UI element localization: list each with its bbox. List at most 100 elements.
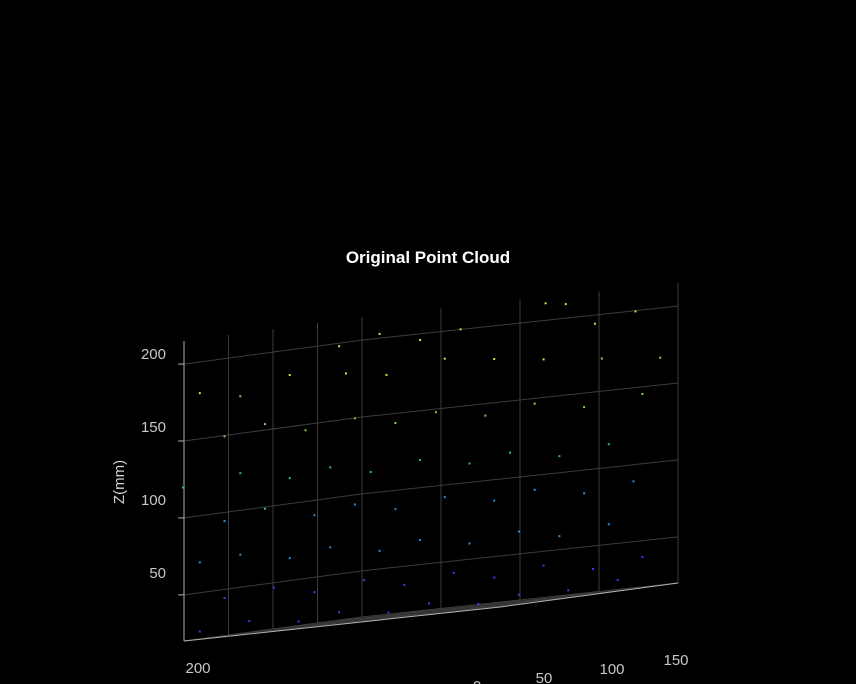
- point-57: [607, 523, 610, 526]
- point-71: [338, 611, 341, 614]
- point-62: [403, 583, 406, 586]
- floor-grid-y-150: [228, 600, 545, 636]
- point-76: [567, 589, 570, 592]
- point-18: [223, 435, 226, 438]
- point-7: [634, 310, 637, 313]
- point-69: [248, 620, 251, 623]
- point-55: [517, 530, 520, 533]
- point-41: [353, 503, 356, 506]
- point-39: [264, 507, 266, 510]
- point-54: [468, 542, 471, 545]
- point-61: [362, 579, 365, 582]
- point-16: [600, 357, 603, 360]
- back-wall-grid: [361, 283, 679, 617]
- point-44: [493, 499, 496, 502]
- point-53: [419, 539, 422, 542]
- point-70: [297, 620, 300, 623]
- point-17: [659, 356, 662, 359]
- point-25: [533, 402, 536, 405]
- point-73: [428, 602, 430, 605]
- point-43: [443, 496, 446, 499]
- point-32: [369, 471, 372, 474]
- z-tick-label-50: 50: [149, 565, 166, 582]
- point-6: [594, 322, 596, 325]
- x-axis-line: [183, 606, 501, 642]
- point-45: [533, 488, 536, 491]
- points-layer: [182, 302, 662, 633]
- z-tick-label-100: 100: [141, 492, 166, 509]
- point-33: [419, 459, 422, 462]
- floor-grid: [183, 582, 679, 642]
- chart-title: Original Point Cloud: [345, 248, 511, 267]
- point-24: [484, 414, 487, 417]
- point-35: [509, 451, 511, 454]
- point-14: [493, 358, 496, 361]
- point-74: [477, 602, 480, 605]
- point-46: [583, 492, 586, 495]
- point-31: [329, 466, 332, 469]
- point-19: [264, 423, 266, 426]
- y-tick-label-200: 200: [185, 660, 210, 677]
- z-tick-label-150: 150: [141, 419, 166, 436]
- point-56: [558, 535, 561, 538]
- point-34: [468, 462, 471, 465]
- point-10: [288, 374, 291, 377]
- point-64: [493, 576, 496, 579]
- point-29: [239, 472, 242, 475]
- point-51: [329, 546, 332, 549]
- point-58: [223, 596, 226, 599]
- floor-grid-y-0: [361, 582, 679, 618]
- point-9: [239, 395, 242, 398]
- point-60: [313, 591, 316, 594]
- point-12: [385, 373, 388, 376]
- point-40: [313, 514, 316, 517]
- point-21: [353, 417, 356, 420]
- axes: [178, 341, 679, 642]
- point-27: [641, 392, 644, 395]
- point-15: [542, 358, 545, 361]
- point-30: [288, 477, 291, 480]
- left-wall-grid: [183, 317, 363, 641]
- point-37: [607, 443, 610, 446]
- point-1: [564, 303, 567, 306]
- point-52: [378, 549, 381, 552]
- point-11: [345, 372, 347, 375]
- point-38: [223, 520, 226, 523]
- point-49: [239, 553, 242, 556]
- x-tick-label-0: 0: [473, 678, 481, 684]
- point-4: [419, 339, 422, 342]
- point-67: [641, 556, 644, 559]
- x-tick-label-150: 150: [663, 652, 688, 669]
- point-63: [452, 571, 455, 574]
- point-22: [394, 421, 397, 424]
- point-13: [443, 357, 446, 360]
- point-68: [198, 630, 201, 633]
- point-48: [198, 561, 201, 564]
- point-59: [272, 586, 275, 589]
- point-20: [304, 429, 307, 432]
- point-26: [583, 406, 586, 409]
- x-tick-label-100: 100: [599, 661, 624, 678]
- floor-grid-y-100: [272, 594, 590, 630]
- floor-grid-y-50: [317, 588, 634, 624]
- point-23: [434, 411, 437, 414]
- point-50: [288, 557, 291, 560]
- x-tick-label-50: 50: [536, 670, 553, 684]
- point-47: [632, 480, 635, 483]
- point-36: [558, 455, 561, 458]
- point-75: [517, 593, 520, 596]
- point-72: [387, 611, 390, 614]
- point-8: [198, 392, 201, 395]
- point-66: [592, 567, 594, 570]
- point-3: [378, 332, 381, 335]
- point-5: [459, 328, 462, 331]
- y-axis-line: [499, 582, 679, 608]
- z-axis-label: Z(mm): [111, 460, 128, 504]
- z-tick-label-200: 200: [141, 346, 166, 363]
- point-42: [394, 508, 397, 511]
- point-2: [338, 345, 341, 348]
- point-77: [616, 578, 619, 581]
- point-65: [542, 564, 545, 567]
